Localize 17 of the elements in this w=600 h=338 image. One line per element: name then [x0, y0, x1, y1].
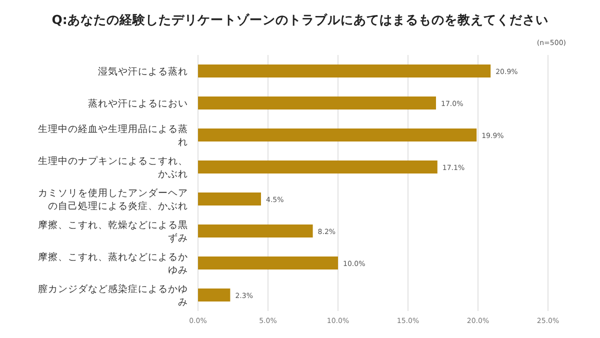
y-tick-label: 生理中の経血や生理用品による蒸れ	[38, 123, 188, 148]
bar	[198, 96, 436, 110]
chart-title: Q:あなたの経験したデリケートゾーンのトラブルにあてはまるものを教えてください	[52, 12, 548, 27]
bar	[198, 256, 338, 270]
bar	[198, 192, 261, 206]
bar	[198, 128, 477, 142]
y-tick-label: 膣カンジダなど感染症によるかゆみ	[38, 283, 188, 308]
bar	[198, 224, 313, 238]
y-tick-label: 蒸れや汗によるにおい	[88, 98, 188, 110]
bar	[198, 64, 491, 78]
bar	[198, 160, 438, 174]
y-tick-label: 生理中のナプキンによるこすれ、かぶれ	[38, 155, 188, 180]
y-tick-label: 摩擦、こすれ、蒸れなどによるかゆみ	[38, 251, 188, 276]
bar	[198, 288, 230, 302]
y-tick-label: 摩擦、こすれ、乾燥などによる黒ずみ	[38, 219, 188, 244]
y-tick-label: 湿気や汗による蒸れ	[98, 66, 188, 78]
y-tick-label: カミソリを使用したアンダーヘアの自己処理による炎症、かぶれ	[38, 187, 188, 212]
